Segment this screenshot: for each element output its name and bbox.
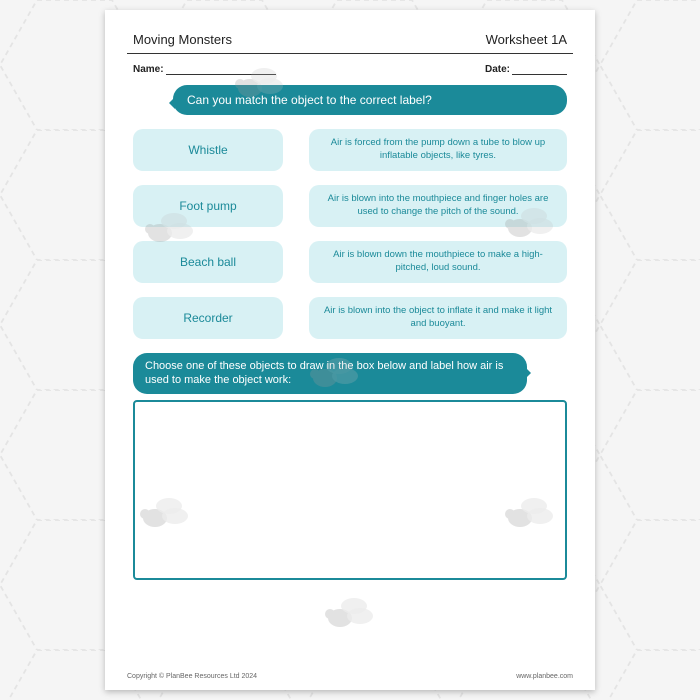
object-label: Beach ball	[133, 241, 283, 283]
name-date-row: Name: Date:	[127, 54, 573, 79]
header: Moving Monsters Worksheet 1A	[127, 28, 573, 54]
matching-grid: Whistle Air is forced from the pump down…	[127, 125, 573, 339]
title: Moving Monsters	[133, 32, 232, 47]
footer-url: www.planbee.com	[516, 673, 573, 680]
footer: Copyright © PlanBee Resources Ltd 2024 w…	[127, 673, 573, 680]
prompt-2-text: Choose one of these objects to draw in t…	[145, 360, 503, 386]
description-label: Air is blown into the object to inflate …	[309, 297, 567, 339]
object-label: Foot pump	[133, 185, 283, 227]
object-label: Recorder	[133, 297, 283, 339]
copyright: Copyright © PlanBee Resources Ltd 2024	[127, 673, 257, 680]
prompt-bubble-1: Can you match the object to the correct …	[173, 85, 567, 115]
prompt-bubble-2: Choose one of these objects to draw in t…	[133, 353, 527, 394]
prompt-1-text: Can you match the object to the correct …	[187, 93, 432, 107]
description-label: Air is forced from the pump down a tube …	[309, 129, 567, 171]
object-label: Whistle	[133, 129, 283, 171]
name-field: Name:	[133, 64, 276, 75]
description-label: Air is blown into the mouthpiece and fin…	[309, 185, 567, 227]
description-label: Air is blown down the mouthpiece to make…	[309, 241, 567, 283]
drawing-box	[133, 400, 567, 580]
sheet-id: Worksheet 1A	[486, 32, 567, 47]
worksheet-page: Moving Monsters Worksheet 1A Name: Date:…	[105, 10, 595, 690]
date-field: Date:	[485, 64, 567, 75]
